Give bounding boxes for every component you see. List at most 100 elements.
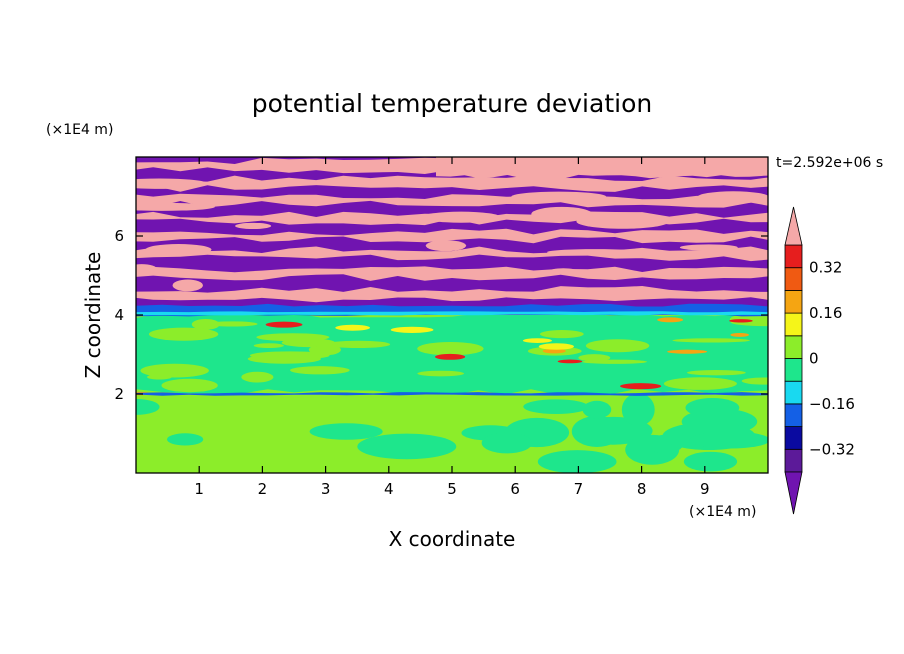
colorbar-tick-label: 0.32 (809, 259, 842, 277)
lower-teal-patch (481, 432, 533, 454)
chart-title: potential temperature deviation (252, 89, 652, 118)
middle-green-streak (539, 330, 584, 339)
middle-green-streak (290, 366, 350, 375)
middle-green-streak (241, 371, 274, 383)
middle-green-streak (578, 354, 611, 362)
y-axis-ticks: 2 4 6 (114, 227, 768, 403)
lower-teal-patch (136, 398, 160, 415)
colorbar-tick-label: 0 (809, 350, 819, 368)
y-axis-label: Z coordinate (81, 252, 105, 379)
middle-green-streak (253, 343, 284, 349)
lower-teal-patch (683, 451, 738, 472)
warm-streak (619, 383, 662, 390)
colorbar-under-triangle (784, 471, 803, 515)
colorbar-segment (784, 448, 803, 473)
warm-streak (522, 338, 553, 343)
middle-green-streak (281, 338, 336, 348)
upper-pink-band (136, 193, 768, 208)
colorbar-segment (784, 335, 803, 359)
middle-green-streak (417, 370, 465, 377)
upper-pink-patch (425, 240, 467, 252)
x-tick-label: 7 (574, 480, 584, 498)
upper-pink-band (136, 228, 768, 244)
x-tick-label: 1 (194, 480, 204, 498)
upper-pink-patch (576, 214, 670, 229)
upper-pink-band (136, 286, 768, 303)
upper-pink-patch (145, 244, 212, 256)
lower-teal-patch (537, 450, 617, 473)
upper-pink-patch (172, 279, 203, 292)
warm-streak (657, 317, 684, 323)
middle-green-streak (161, 378, 218, 393)
warm-streak (667, 349, 708, 354)
colorbar-segment (784, 244, 803, 269)
lower-teal-patch (621, 393, 655, 427)
colorbar-segment (784, 267, 803, 291)
x-tick-label: 4 (384, 480, 394, 498)
lower-teal-patch (685, 397, 740, 418)
warm-streak (557, 359, 583, 364)
middle-green-streak (140, 363, 209, 378)
y-tick-label: 6 (114, 227, 124, 245)
x-tick-label: 9 (700, 480, 710, 498)
colorbar-tick-label: −0.32 (809, 440, 855, 458)
lower-teal-patch (365, 436, 419, 459)
x-unit-label: (×1E4 m) (689, 504, 756, 520)
upper-pink-cap (436, 157, 768, 179)
warm-streak (730, 332, 749, 337)
upper-pink-band (136, 175, 768, 192)
colorbar-segment (784, 312, 803, 337)
middle-green-streak (741, 377, 768, 385)
colorbar-tick-label: −0.16 (809, 395, 855, 413)
x-tick-label: 8 (637, 480, 647, 498)
x-axis-label: X coordinate (389, 527, 516, 551)
time-label: t=2.592e+06 s (776, 155, 883, 171)
colorbar-segment (784, 380, 803, 405)
plot-area (136, 157, 768, 473)
upper-pink-patch (421, 211, 501, 223)
upper-pink-patch (679, 244, 738, 251)
x-tick-label: 3 (321, 480, 331, 498)
y-tick-label: 2 (114, 385, 124, 403)
colorbar: 0.32 0.16 0 −0.16 −0.32 (784, 206, 855, 515)
middle-green-streak (326, 340, 391, 349)
middle-green-streak (687, 370, 746, 376)
upper-pink-patch (549, 268, 578, 275)
x-tick-label: 6 (510, 480, 520, 498)
warm-streak (435, 353, 466, 360)
upper-pink-patch (136, 264, 158, 275)
middle-green-streak (417, 341, 484, 356)
inversion-cyan-line (136, 311, 768, 316)
middle-green-streak (672, 338, 750, 343)
warm-streak (538, 343, 575, 350)
colorbar-segment (784, 426, 803, 450)
warm-streak (729, 319, 753, 323)
warm-streak (335, 324, 370, 331)
middle-green-streak (191, 318, 220, 330)
upper-pink-patch (136, 202, 215, 211)
upper-pink-patch (531, 206, 593, 222)
warm-streak (542, 348, 566, 354)
upper-pink-patch (697, 191, 768, 204)
x-tick-label: 5 (447, 480, 457, 498)
warm-streak (265, 321, 303, 328)
middle-green-streak (249, 351, 330, 360)
y-unit-label: (×1E4 m) (46, 122, 113, 138)
upper-pink-band (136, 266, 768, 281)
upper-pink-patch (235, 222, 272, 230)
colorbar-tick-label: 0.16 (809, 304, 842, 322)
x-axis-ticks: 1 2 3 4 5 6 7 8 9 (194, 157, 710, 498)
upper-pink-band (136, 246, 768, 262)
upper-pink-patch (546, 249, 644, 256)
warm-streak (390, 326, 434, 333)
lower-teal-patch (582, 400, 612, 419)
colorbar-segment (784, 358, 803, 382)
middle-green-streak (663, 377, 737, 390)
colorbar-segment (784, 403, 803, 427)
lower-teal-patch (166, 433, 204, 446)
colorbar-segment (784, 289, 803, 314)
x-tick-label: 2 (258, 480, 268, 498)
middle-green-streak (581, 359, 648, 364)
upper-pink-patch (511, 191, 607, 202)
